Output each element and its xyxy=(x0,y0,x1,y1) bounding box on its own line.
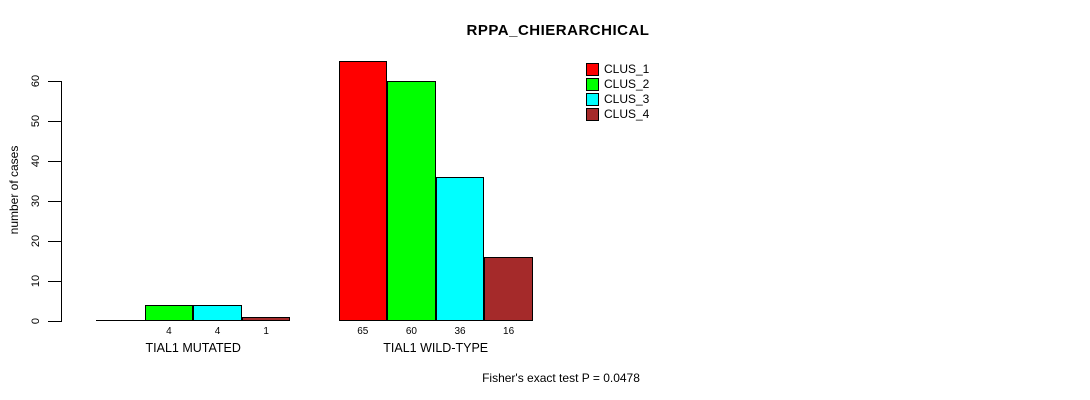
bar-CLUS_1-tial1-wild-type xyxy=(338,61,388,321)
legend-swatch-CLUS_2 xyxy=(586,78,599,91)
legend-swatch-CLUS_4 xyxy=(586,108,599,121)
y-axis-tick-label: 60 xyxy=(30,74,42,88)
legend-label-CLUS_3: CLUS_3 xyxy=(604,92,650,106)
bar-CLUS_2-tial1-mutated xyxy=(144,305,194,321)
bar-value-CLUS_3-tial1-wild-type: 36 xyxy=(454,326,466,337)
bar-value-CLUS_2-tial1-wild-type: 60 xyxy=(405,326,417,337)
bar-value-CLUS_3-tial1-mutated: 4 xyxy=(214,326,221,337)
y-axis-tick-label: 40 xyxy=(30,154,42,168)
y-axis-tick-label: 50 xyxy=(30,114,42,128)
bar-CLUS_3-tial1-mutated xyxy=(193,305,242,321)
y-axis-tick-label: 30 xyxy=(30,194,42,208)
y-axis-line xyxy=(61,81,62,322)
legend-swatch-CLUS_1 xyxy=(586,63,599,76)
category-label-0: TIAL1 MUTATED xyxy=(145,341,241,355)
y-axis-tick xyxy=(48,321,61,322)
y-axis-tick xyxy=(48,121,61,122)
bar-CLUS_4-tial1-wild-type xyxy=(484,257,533,321)
y-axis-label: number of cases xyxy=(7,145,21,235)
legend-label-CLUS_4: CLUS_4 xyxy=(604,107,650,121)
bar-value-CLUS_2-tial1-mutated: 4 xyxy=(166,326,172,337)
y-axis-tick-label: 0 xyxy=(30,317,42,325)
legend-label-CLUS_1: CLUS_1 xyxy=(604,62,650,76)
y-axis-tick xyxy=(48,281,61,282)
y-axis-tick xyxy=(48,161,61,162)
bar-value-CLUS_4-tial1-wild-type: 16 xyxy=(503,326,515,337)
bar-CLUS_3-tial1-wild-type xyxy=(435,177,485,321)
bar-CLUS_4-tial1-mutated xyxy=(241,317,291,321)
caption-fishers-test: Fisher's exact test P = 0.0478 xyxy=(482,371,640,385)
y-axis-tick xyxy=(48,201,61,202)
legend-swatch-CLUS_3 xyxy=(586,93,599,106)
category-label-1: TIAL1 WILD-TYPE xyxy=(383,341,489,355)
y-axis-tick-label: 10 xyxy=(30,274,42,288)
y-axis-tick-label: 20 xyxy=(30,234,42,248)
bar-CLUS_2-tial1-wild-type xyxy=(387,81,436,321)
y-axis-tick xyxy=(48,241,61,242)
bar-CLUS_1-tial1-mutated xyxy=(96,320,145,321)
bar-value-CLUS_4-tial1-mutated: 1 xyxy=(263,326,269,337)
bar-value-CLUS_1-tial1-wild-type: 65 xyxy=(357,326,369,337)
chart-title: RPPA_CHIERARCHICAL xyxy=(466,22,650,39)
y-axis-tick xyxy=(48,81,61,82)
legend-label-CLUS_2: CLUS_2 xyxy=(604,77,650,91)
